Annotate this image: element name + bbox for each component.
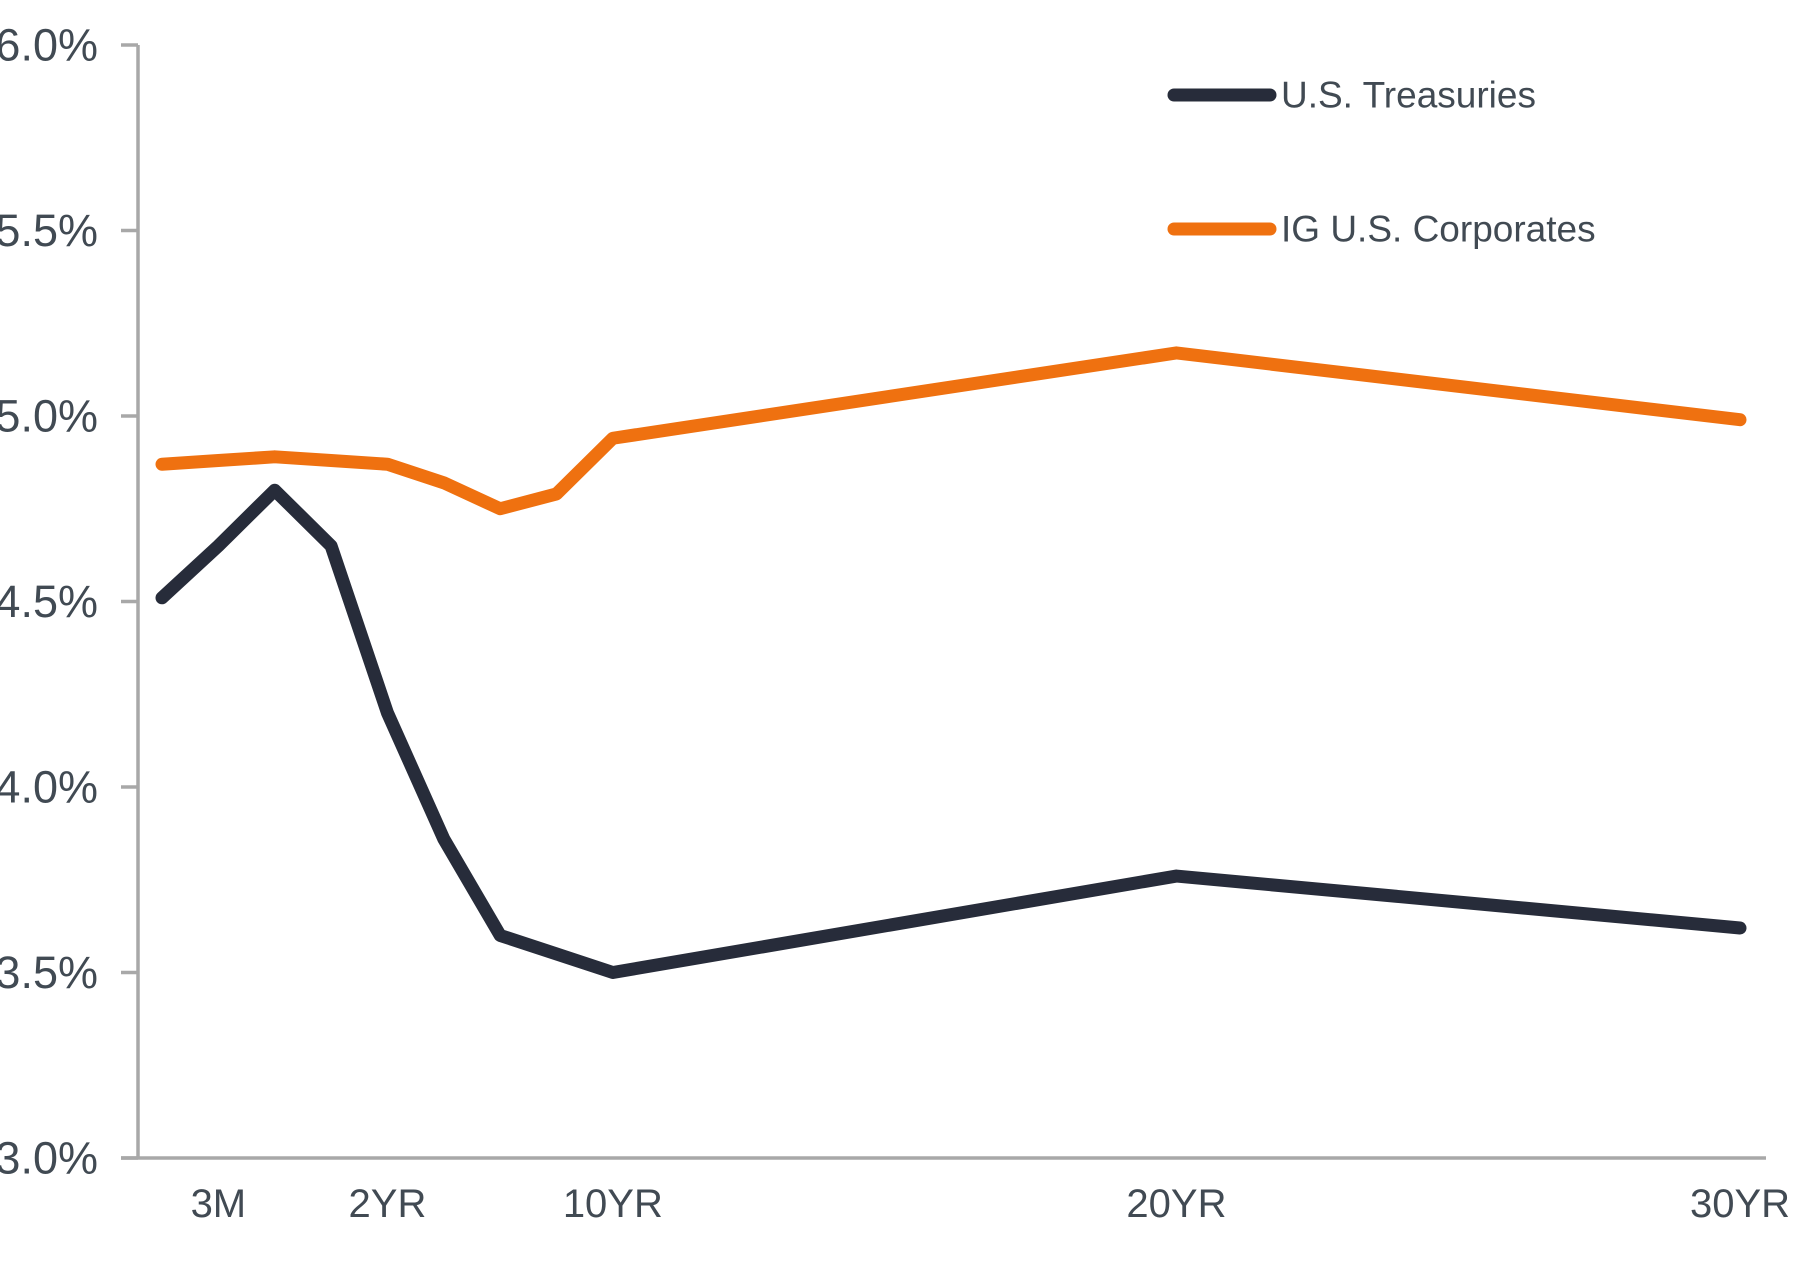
y-axis-tick-label: 5.0% (0, 391, 98, 442)
legend: U.S. Treasuries IG U.S. Corporates (1167, 75, 1596, 250)
x-axis-tick-label: 3M (191, 1182, 247, 1226)
legend-item: IG U.S. Corporates (1167, 209, 1596, 250)
series-lines (155, 346, 1747, 979)
y-axis-tick-label: 3.5% (0, 947, 98, 998)
y-axis-tick-label: 5.5% (0, 205, 98, 256)
series-line-u-s-treasuries (155, 483, 1747, 979)
x-axis-tick-labels: 3M 2YR 10YR 20YR 30YR (191, 1182, 1790, 1226)
y-axis-tick-label: 3.0% (0, 1133, 98, 1184)
x-axis-tick-label: 2YR (349, 1182, 427, 1226)
series-line-ig-u-s-corporates (155, 346, 1747, 516)
y-axis-tick-label: 4.0% (0, 762, 98, 813)
legend-label: U.S. Treasuries (1281, 75, 1536, 116)
x-axis-tick-label: 20YR (1126, 1182, 1226, 1226)
x-axis-tick-label: 10YR (563, 1182, 663, 1226)
y-axis-tick-labels: 6.0% 5.5% 5.0% 4.5% 4.0% 3.5% 3.0% (0, 20, 138, 1184)
legend-label: IG U.S. Corporates (1281, 209, 1596, 250)
y-axis-tick-label: 4.5% (0, 576, 98, 627)
legend-item: U.S. Treasuries (1167, 75, 1536, 116)
y-axis-tick-label: 6.0% (0, 20, 98, 71)
x-axis-tick-label: 30YR (1690, 1182, 1790, 1226)
